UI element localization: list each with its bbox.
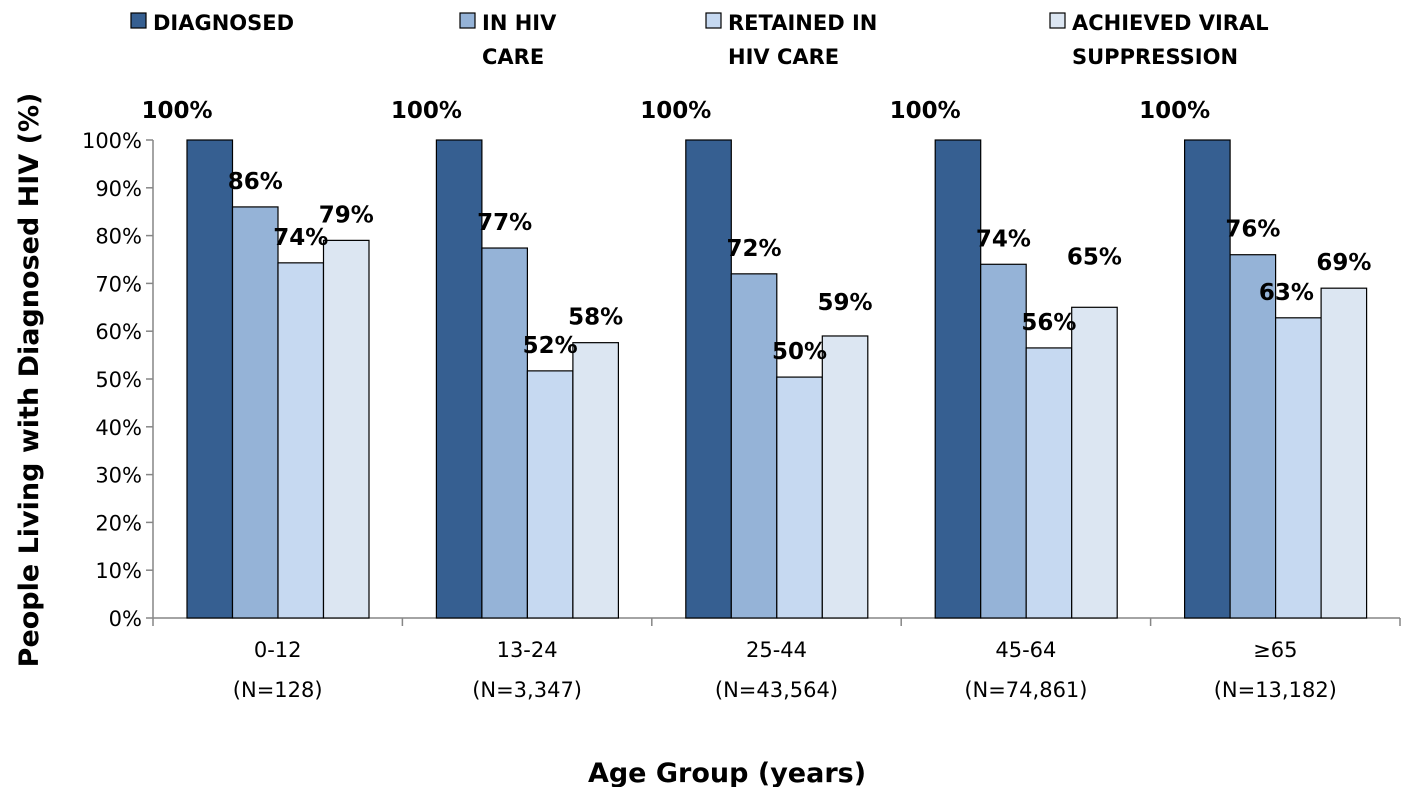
bar [277, 262, 325, 619]
x-tick-label: 25-44 [746, 638, 807, 662]
x-tick-sample-size: (N=128) [233, 678, 323, 702]
x-tick-sample-size: (N=13,182) [1214, 678, 1337, 702]
data-label: 50% [772, 339, 827, 365]
data-label: 58% [568, 305, 623, 331]
bar [1229, 254, 1277, 619]
bar [481, 247, 528, 619]
data-label: 100% [890, 98, 961, 124]
x-tick-label: 0-12 [254, 638, 302, 662]
y-tick-label: 20% [95, 511, 142, 535]
legend-swatch [130, 12, 147, 29]
bar [322, 239, 370, 619]
data-label: 63% [1259, 280, 1314, 306]
data-label: 77% [477, 210, 532, 236]
x-axis-title: Age Group (years) [588, 758, 866, 787]
legend-label: SUPPRESSION [1072, 45, 1238, 69]
y-tick-label: 40% [95, 416, 142, 440]
data-label: 74% [976, 226, 1031, 252]
x-tick-label: 13-24 [497, 638, 558, 662]
data-label: 100% [1139, 98, 1210, 124]
x-tick-sample-size: (N=43,564) [715, 678, 838, 702]
data-label: 100% [640, 98, 711, 124]
bar [435, 139, 483, 619]
legend-item: IN HIV CARE [459, 11, 557, 69]
legend-label: RETAINED IN [728, 11, 877, 35]
legend-item: ACHIEVED VIRAL SUPPRESSION [1049, 11, 1269, 69]
bar [980, 263, 1027, 619]
bar [1071, 306, 1118, 619]
data-label: 100% [391, 98, 462, 124]
data-label: 79% [319, 202, 374, 228]
y-tick-label: 70% [95, 272, 142, 296]
legend-swatch [459, 12, 476, 29]
data-label: 74% [273, 225, 328, 251]
legend-label: DIAGNOSED [153, 11, 294, 35]
bar [821, 335, 869, 619]
x-tick-label: ≥65 [1253, 638, 1297, 662]
y-axis: 0% 10% 20% 30% 40% 50% 60% 70% 80% 90% 100% [82, 129, 154, 631]
data-label: 72% [727, 236, 782, 262]
x-axis: 0-12 (N=128) 13-24 (N=3,347) 25-44 (N=43,564)… [152, 617, 1401, 702]
bar [526, 370, 574, 619]
y-tick-label: 30% [95, 464, 142, 488]
y-tick-label: 10% [95, 559, 142, 583]
y-axis-title: People Living with Diagnosed HIV (%) [14, 93, 45, 668]
bar [1274, 317, 1322, 619]
legend-swatch [705, 12, 722, 29]
data-label: 100% [141, 98, 212, 124]
bar [934, 139, 982, 619]
bar [730, 273, 778, 619]
data-label: 56% [1021, 310, 1076, 336]
legend-label: CARE [482, 45, 544, 69]
data-label: 59% [818, 290, 873, 316]
legend-label: IN HIV [482, 11, 557, 35]
data-labels: 100% 100% 100% 100% 100% 86% 77% 72% 74% 76% 74% 52… [141, 98, 1371, 365]
data-label: 52% [523, 333, 578, 359]
y-tick-label: 90% [95, 177, 142, 201]
bar [1025, 347, 1073, 619]
legend-label: ACHIEVED VIRAL [1072, 11, 1269, 35]
y-tick-label: 80% [95, 225, 142, 249]
x-tick-sample-size: (N=74,861) [964, 678, 1087, 702]
data-label: 86% [228, 169, 283, 195]
data-label: 65% [1067, 244, 1122, 270]
bar [685, 139, 732, 619]
data-label: 76% [1225, 217, 1280, 243]
y-tick-label: 60% [95, 320, 142, 344]
legend-swatch [1049, 12, 1066, 29]
legend-label: HIV CARE [728, 45, 839, 69]
x-tick-sample-size: (N=3,347) [472, 678, 582, 702]
data-label: 69% [1316, 250, 1371, 276]
bar [1320, 287, 1368, 619]
x-tick-label: 45-64 [995, 638, 1056, 662]
y-tick-label: 100% [82, 129, 142, 153]
bar [1183, 139, 1231, 619]
bar [572, 342, 620, 619]
y-tick-label: 0% [109, 607, 142, 631]
legend: DIAGNOSED IN HIV CARE RETAINED IN HIV CARE AC… [130, 11, 1269, 69]
legend-item: DIAGNOSED [130, 11, 294, 35]
bar [231, 206, 279, 619]
bars [186, 139, 1368, 619]
y-tick-label: 50% [95, 368, 142, 392]
bar [186, 139, 234, 619]
legend-item: RETAINED IN HIV CARE [705, 11, 877, 69]
bar [776, 376, 823, 619]
